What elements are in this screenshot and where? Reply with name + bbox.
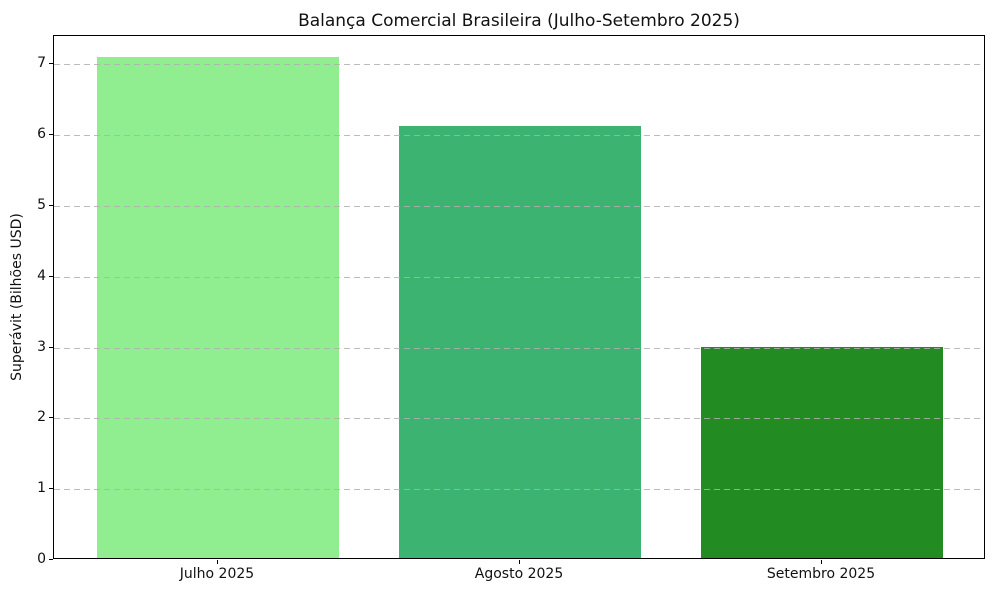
y-tick-label-0: 0 [37, 551, 46, 567]
y-tick-label-1: 1 [37, 480, 46, 496]
y-tick-mark-0 [49, 559, 53, 560]
x-tick-mark-3 [821, 560, 822, 564]
y-tick-mark-1 [49, 488, 53, 489]
gridline-y-1 [54, 489, 984, 490]
bar-setembro-2025 [701, 347, 943, 558]
bar-julho-2025 [97, 57, 339, 558]
gridline-y-2 [54, 418, 984, 419]
x-tick-label-1: Julho 2025 [179, 566, 255, 582]
y-tick-mark-5 [49, 205, 53, 206]
gridline-y-4 [54, 277, 984, 278]
y-axis-label: Superávit (Bilhões USD) [9, 213, 25, 381]
y-tick-label-7: 7 [37, 55, 46, 71]
y-tick-mark-4 [49, 276, 53, 277]
y-tick-label-4: 4 [37, 268, 46, 284]
gridline-y-5 [54, 206, 984, 207]
x-tick-label-2: Agosto 2025 [474, 566, 564, 582]
y-tick-label-3: 3 [37, 339, 46, 355]
bar-agosto-2025 [399, 126, 641, 558]
chart-title: Balança Comercial Brasileira (Julho-Sete… [298, 11, 740, 31]
y-tick-label-2: 2 [37, 409, 46, 425]
gridline-y-3 [54, 348, 984, 349]
x-tick-mark-2 [519, 560, 520, 564]
y-tick-label-6: 6 [37, 126, 46, 142]
x-tick-mark-1 [217, 560, 218, 564]
plot-area [53, 35, 985, 559]
y-tick-label-5: 5 [37, 197, 46, 213]
gridline-y-6 [54, 135, 984, 136]
y-tick-mark-2 [49, 417, 53, 418]
x-tick-label-3: Setembro 2025 [766, 566, 876, 582]
y-tick-mark-6 [49, 134, 53, 135]
y-tick-mark-7 [49, 63, 53, 64]
y-tick-mark-3 [49, 347, 53, 348]
gridline-y-7 [54, 64, 984, 65]
